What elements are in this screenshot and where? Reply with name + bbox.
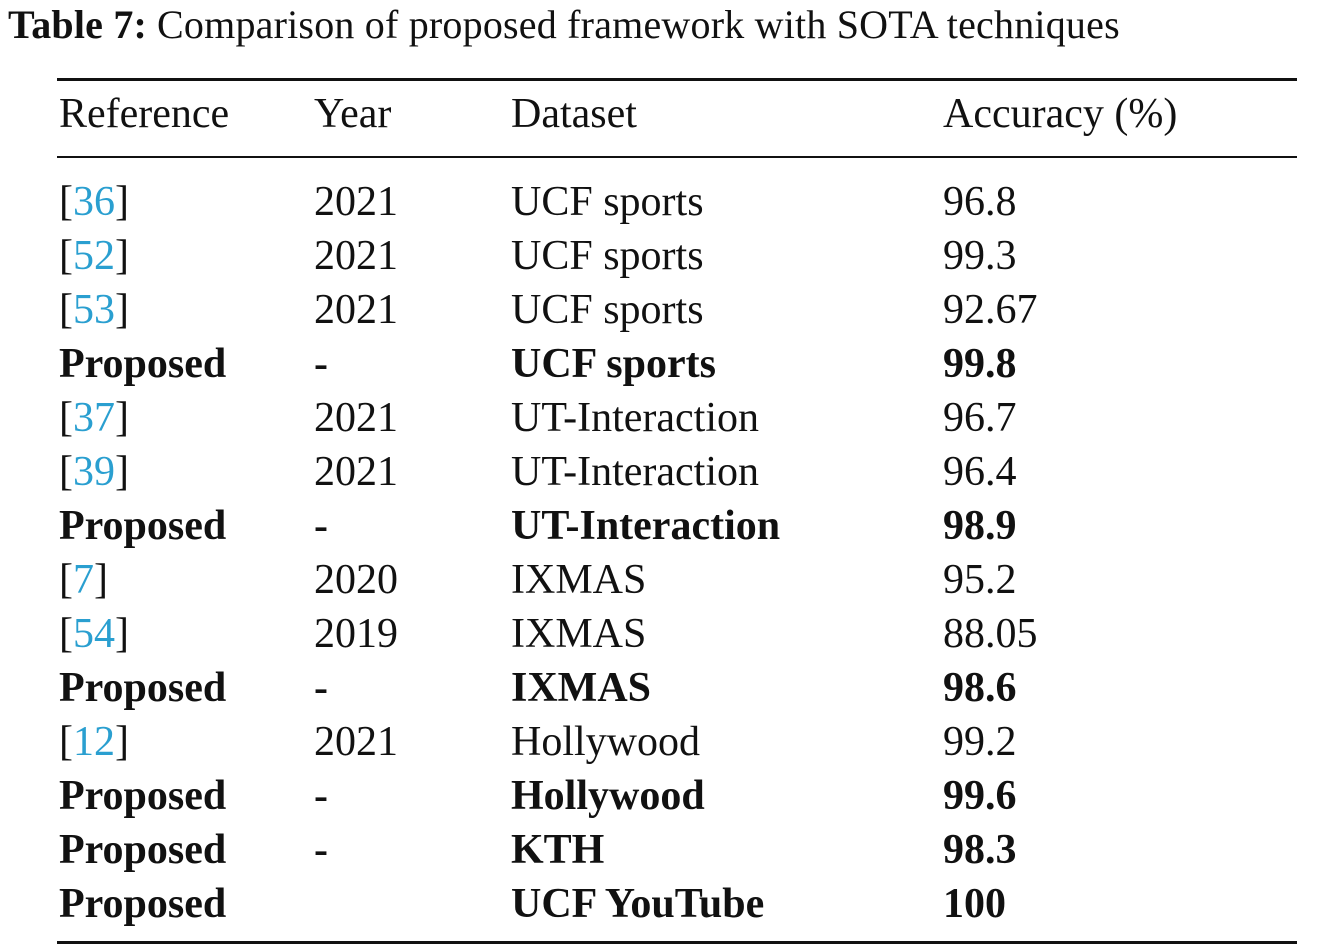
cell-reference: [39] <box>59 449 129 495</box>
cell-accuracy: 99.3 <box>943 233 1017 279</box>
citation-link[interactable]: 12 <box>73 719 115 765</box>
cell-accuracy: 88.05 <box>943 611 1038 657</box>
cell-accuracy: 99.2 <box>943 719 1017 765</box>
cell-dataset: Hollywood <box>511 719 700 765</box>
cell-year: 2020 <box>314 557 398 603</box>
cell-reference: Proposed <box>59 665 227 711</box>
cell-dataset: UT-Interaction <box>511 395 760 441</box>
cell-year: 2021 <box>314 719 398 765</box>
cell-dataset: UCF YouTube <box>511 881 765 927</box>
cell-dataset: UT-Interaction <box>511 503 781 549</box>
table-row: Proposed - UT-Interaction 98.9 <box>0 499 1342 553</box>
table-row: [36] 2021 UCF sports 96.8 <box>0 175 1342 229</box>
cell-year: 2021 <box>314 449 398 495</box>
citation-link[interactable]: 39 <box>73 449 115 495</box>
table-caption: Table 7: Comparison of proposed framework… <box>0 2 1342 48</box>
cell-year: 2019 <box>314 611 398 657</box>
cell-year: 2021 <box>314 287 398 333</box>
cell-reference: [52] <box>59 233 129 279</box>
cell-reference: [36] <box>59 179 129 225</box>
cell-accuracy: 98.3 <box>943 827 1017 873</box>
table-row: [52] 2021 UCF sports 99.3 <box>0 229 1342 283</box>
cell-accuracy: 96.4 <box>943 449 1017 495</box>
cell-accuracy: 96.7 <box>943 395 1017 441</box>
cell-year: - <box>314 773 328 819</box>
cell-dataset: UCF sports <box>511 341 716 387</box>
table-row: Proposed UCF YouTube 100 <box>0 877 1342 931</box>
cell-reference: [7] <box>59 557 108 603</box>
cell-reference: [37] <box>59 395 129 441</box>
table-row: Proposed - IXMAS 98.6 <box>0 661 1342 715</box>
cell-accuracy: 98.6 <box>943 665 1017 711</box>
table-row: [12] 2021 Hollywood 99.2 <box>0 715 1342 769</box>
cell-dataset: IXMAS <box>511 557 647 603</box>
cell-reference: Proposed <box>59 773 227 819</box>
cell-dataset: UCF sports <box>511 233 704 279</box>
table-label: Table 7: <box>8 2 148 47</box>
cell-year: 2021 <box>314 233 398 279</box>
cell-reference: Proposed <box>59 827 227 873</box>
cell-accuracy: 98.9 <box>943 503 1017 549</box>
cell-dataset: Hollywood <box>511 773 705 819</box>
cell-dataset: KTH <box>511 827 605 873</box>
top-rule <box>57 78 1297 81</box>
table-header-row: Reference Year Dataset Accuracy (%) <box>0 86 1342 142</box>
cell-accuracy: 99.6 <box>943 773 1017 819</box>
table-row: [39] 2021 UT-Interaction 96.4 <box>0 445 1342 499</box>
table-row: Proposed - UCF sports 99.8 <box>0 337 1342 391</box>
cell-year: - <box>314 827 328 873</box>
cell-accuracy: 96.8 <box>943 179 1017 225</box>
header-accuracy: Accuracy (%) <box>943 91 1178 137</box>
header-rule <box>57 156 1297 158</box>
cell-year: 2021 <box>314 179 398 225</box>
cell-accuracy: 99.8 <box>943 341 1017 387</box>
header-dataset: Dataset <box>511 91 637 137</box>
cell-dataset: IXMAS <box>511 665 652 711</box>
cell-year: - <box>314 341 328 387</box>
cell-accuracy: 100 <box>943 881 1006 927</box>
citation-link[interactable]: 53 <box>73 287 115 333</box>
table-row: [54] 2019 IXMAS 88.05 <box>0 607 1342 661</box>
cell-year: - <box>314 665 328 711</box>
citation-link[interactable]: 54 <box>73 611 115 657</box>
cell-year: 2021 <box>314 395 398 441</box>
table-row: [37] 2021 UT-Interaction 96.7 <box>0 391 1342 445</box>
cell-reference: Proposed <box>59 881 227 927</box>
table-row: [7] 2020 IXMAS 95.2 <box>0 553 1342 607</box>
cell-reference: [53] <box>59 287 129 333</box>
cell-accuracy: 92.67 <box>943 287 1038 333</box>
header-year: Year <box>314 91 392 137</box>
cell-dataset: UCF sports <box>511 287 704 333</box>
cell-dataset: UT-Interaction <box>511 449 760 495</box>
table-row: Proposed - KTH 98.3 <box>0 823 1342 877</box>
citation-link[interactable]: 7 <box>73 557 94 603</box>
cell-reference: Proposed <box>59 341 227 387</box>
header-reference: Reference <box>59 91 230 137</box>
table-row: [53] 2021 UCF sports 92.67 <box>0 283 1342 337</box>
cell-accuracy: 95.2 <box>943 557 1017 603</box>
cell-dataset: UCF sports <box>511 179 704 225</box>
citation-link[interactable]: 52 <box>73 233 115 279</box>
cell-year: - <box>314 503 328 549</box>
citation-link[interactable]: 37 <box>73 395 115 441</box>
cell-dataset: IXMAS <box>511 611 647 657</box>
table-row: Proposed - Hollywood 99.6 <box>0 769 1342 823</box>
table-title: Comparison of proposed framework with SO… <box>157 2 1120 47</box>
cell-reference: [12] <box>59 719 129 765</box>
citation-link[interactable]: 36 <box>73 179 115 225</box>
cell-reference: Proposed <box>59 503 227 549</box>
cell-reference: [54] <box>59 611 129 657</box>
bottom-rule <box>57 941 1297 944</box>
